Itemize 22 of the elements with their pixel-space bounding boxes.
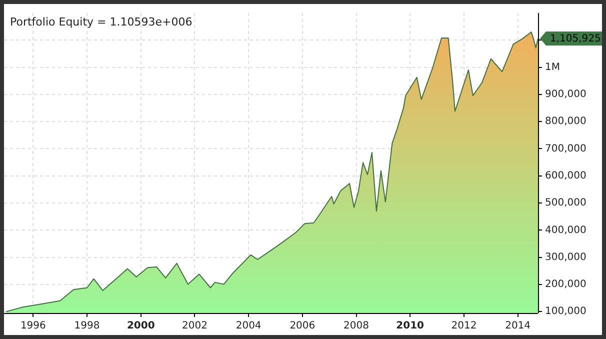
y-tick-label: 500,000: [545, 198, 586, 209]
x-tick-label: 2002: [182, 320, 208, 332]
y-tick-label: 600,000: [545, 170, 586, 182]
x-tick-label: 1998: [74, 320, 100, 332]
x-tick-label: 2006: [290, 320, 316, 332]
x-tick-label: 2010: [396, 320, 424, 332]
y-tick-label: 300,000: [545, 252, 586, 263]
y-tick-label: 900,000: [545, 89, 586, 100]
x-tick-label: 2014: [505, 320, 531, 332]
y-tick-label: 100,000: [545, 306, 586, 318]
y-tick-label: 700,000: [545, 143, 586, 154]
x-tick-label: 2012: [451, 320, 477, 332]
y-tick-label: 800,000: [545, 116, 586, 128]
chart-title: Portfolio Equity = 1.10593e+006: [10, 15, 192, 28]
y-tick-label: 400,000: [545, 224, 586, 236]
x-tick-label: 2008: [344, 320, 369, 332]
annotation: 1,105,925: [550, 34, 601, 45]
x-tick-label: 1996: [20, 320, 46, 332]
x-tick-label: 2000: [126, 320, 155, 332]
y-tick-label: 200,000: [545, 279, 586, 290]
y-tick-label: 1M: [545, 62, 560, 73]
x-tick-label: 2004: [236, 320, 262, 332]
